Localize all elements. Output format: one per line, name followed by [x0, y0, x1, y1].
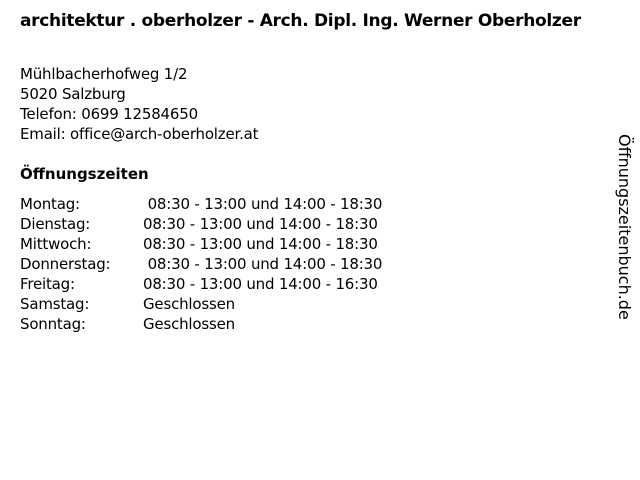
street: Mühlbacherhofweg 1/2	[20, 65, 188, 83]
hours-table: Montag: 08:30 - 13:00 und 14:00 - 18:30 …	[18, 194, 384, 334]
day: Mittwoch:	[20, 235, 92, 253]
time: 08:30 - 13:00 und 14:00 - 16:30	[143, 275, 378, 293]
hours-row: Freitag: 08:30 - 13:00 und 14:00 - 16:30	[18, 274, 384, 294]
time: 08:30 - 13:00 und 14:00 - 18:30	[143, 195, 383, 213]
time: Geschlossen	[143, 295, 235, 313]
city: 5020 Salzburg	[20, 85, 126, 103]
time: 08:30 - 13:00 und 14:00 - 18:30	[143, 255, 383, 273]
day: Montag:	[20, 195, 80, 213]
hours-row: Samstag: Geschlossen	[18, 294, 384, 314]
hours-heading: Öffnungszeiten	[20, 165, 149, 183]
hours-row: Mittwoch: 08:30 - 13:00 und 14:00 - 18:30	[18, 234, 384, 254]
time: 08:30 - 13:00 und 14:00 - 18:30	[143, 215, 378, 233]
hours-row: Donnerstag: 08:30 - 13:00 und 14:00 - 18…	[18, 254, 384, 274]
time: Geschlossen	[143, 315, 235, 333]
day: Dienstag:	[20, 215, 91, 233]
address-block: Mühlbacherhofweg 1/2 5020 Salzburg Telef…	[20, 64, 259, 144]
phone: Telefon: 0699 12584650	[20, 105, 198, 123]
day: Donnerstag:	[20, 255, 111, 273]
business-title: architektur . oberholzer - Arch. Dipl. I…	[20, 11, 581, 31]
hours-row: Montag: 08:30 - 13:00 und 14:00 - 18:30	[18, 194, 384, 214]
day: Sonntag:	[20, 315, 86, 333]
watermark-text: Öffnungszeitenbuch.de	[615, 134, 634, 320]
hours-row: Sonntag: Geschlossen	[18, 314, 384, 334]
hours-row: Dienstag: 08:30 - 13:00 und 14:00 - 18:30	[18, 214, 384, 234]
time: 08:30 - 13:00 und 14:00 - 18:30	[143, 235, 378, 253]
day: Freitag:	[20, 275, 75, 293]
email: Email: office@arch-oberholzer.at	[20, 125, 259, 143]
day: Samstag:	[20, 295, 90, 313]
